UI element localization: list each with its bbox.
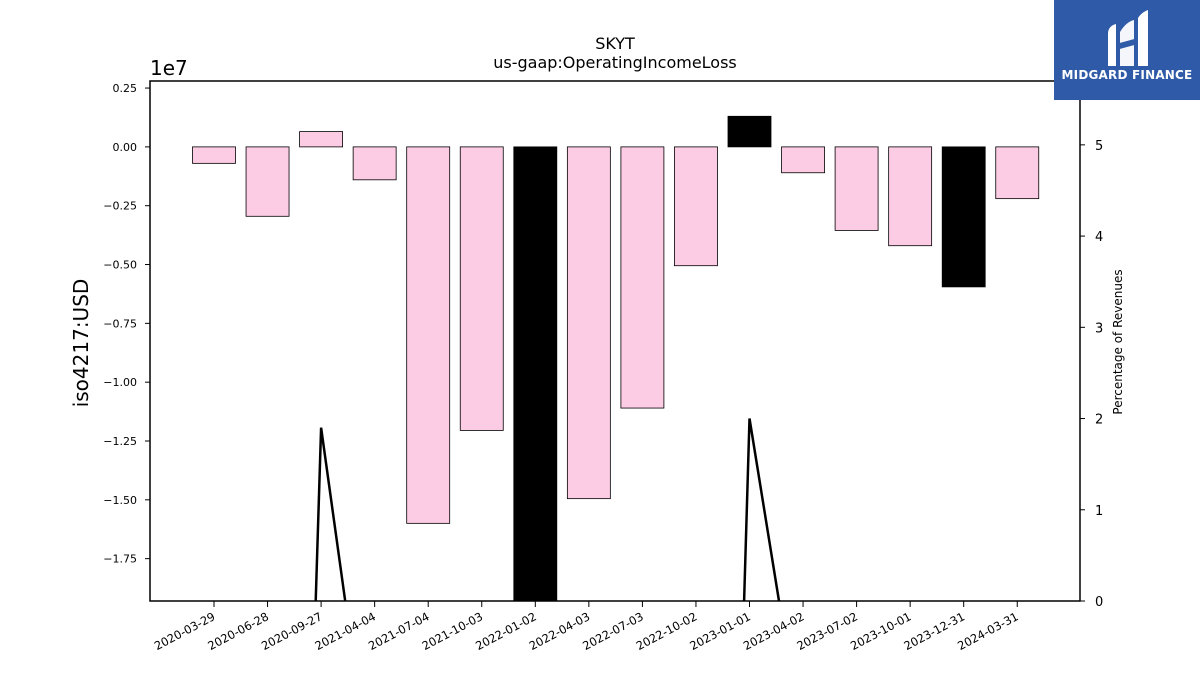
bar-2023-01-01 [727, 115, 772, 148]
y-tick-label: −1.00 [103, 376, 137, 389]
y-tick-label: −1.25 [103, 435, 137, 448]
y-tick-label: 0.25 [113, 82, 138, 95]
y-offset-label: 1e7 [150, 56, 188, 80]
bar-2022-07-03 [620, 146, 665, 409]
chart-title: SKYT [595, 34, 635, 53]
percent-of-revenues-line [314, 427, 347, 602]
y2-ticks: 0 1 2 3 4 5 [1080, 139, 1103, 610]
y2-tick-label: 1 [1095, 504, 1103, 519]
y2-tick-label: 4 [1095, 230, 1103, 245]
y2-tick-label: 5 [1095, 139, 1103, 154]
bar-2022-04-03 [566, 146, 611, 500]
line-layer [314, 418, 781, 602]
bar-2024-03-31 [995, 146, 1040, 200]
percent-of-revenues-line [742, 418, 781, 602]
bar-2023-07-02 [834, 146, 879, 231]
y-ticks: 0.25 0.00 −0.25 −0.50 −0.75 −1.00 −1.25 −1.50 −1… [103, 82, 150, 566]
bar-2020-09-27 [299, 131, 344, 148]
bar-2022-10-02 [674, 146, 718, 267]
y-tick-label: −1.50 [103, 494, 137, 507]
bar-2021-10-03 [459, 146, 504, 431]
chart-subtitle: us-gaap:OperatingIncomeLoss [493, 53, 737, 72]
y-tick-label: −1.75 [103, 553, 137, 566]
bar-2021-04-04 [352, 146, 397, 181]
y-tick-label: −0.75 [103, 317, 137, 330]
bar-2023-04-02 [781, 146, 825, 174]
y-tick-label: −0.25 [103, 200, 137, 213]
brand-name: MIDGARD FINANCE [1061, 68, 1193, 82]
y2-tick-label: 3 [1095, 321, 1103, 336]
brand-logo: MIDGARD FINANCE [1054, 0, 1200, 100]
bar-2023-12-31 [941, 146, 986, 288]
bars-layer [192, 115, 1040, 602]
x-ticks: 2020-03-292020-06-282020-09-272021-04-04… [152, 601, 1021, 653]
x-tick-label: 2024-03-31 [955, 609, 1021, 653]
midgard-logo-icon [1108, 10, 1148, 66]
y2-tick-label: 2 [1095, 413, 1103, 428]
plot-frame [149, 80, 1081, 602]
bar-2020-03-29 [192, 146, 236, 164]
y2-axis-label: Percentage of Revenues [1111, 269, 1125, 414]
bar-2022-01-02 [513, 146, 558, 602]
y-tick-label: 0.00 [113, 141, 138, 154]
bar-2023-10-01 [888, 146, 933, 247]
bar-2020-06-28 [245, 146, 290, 217]
bar-2021-07-04 [406, 146, 451, 524]
y-axis-label: iso4217:USD [69, 279, 93, 408]
y2-tick-label: 0 [1095, 595, 1103, 610]
y-tick-label: −0.50 [103, 259, 137, 272]
